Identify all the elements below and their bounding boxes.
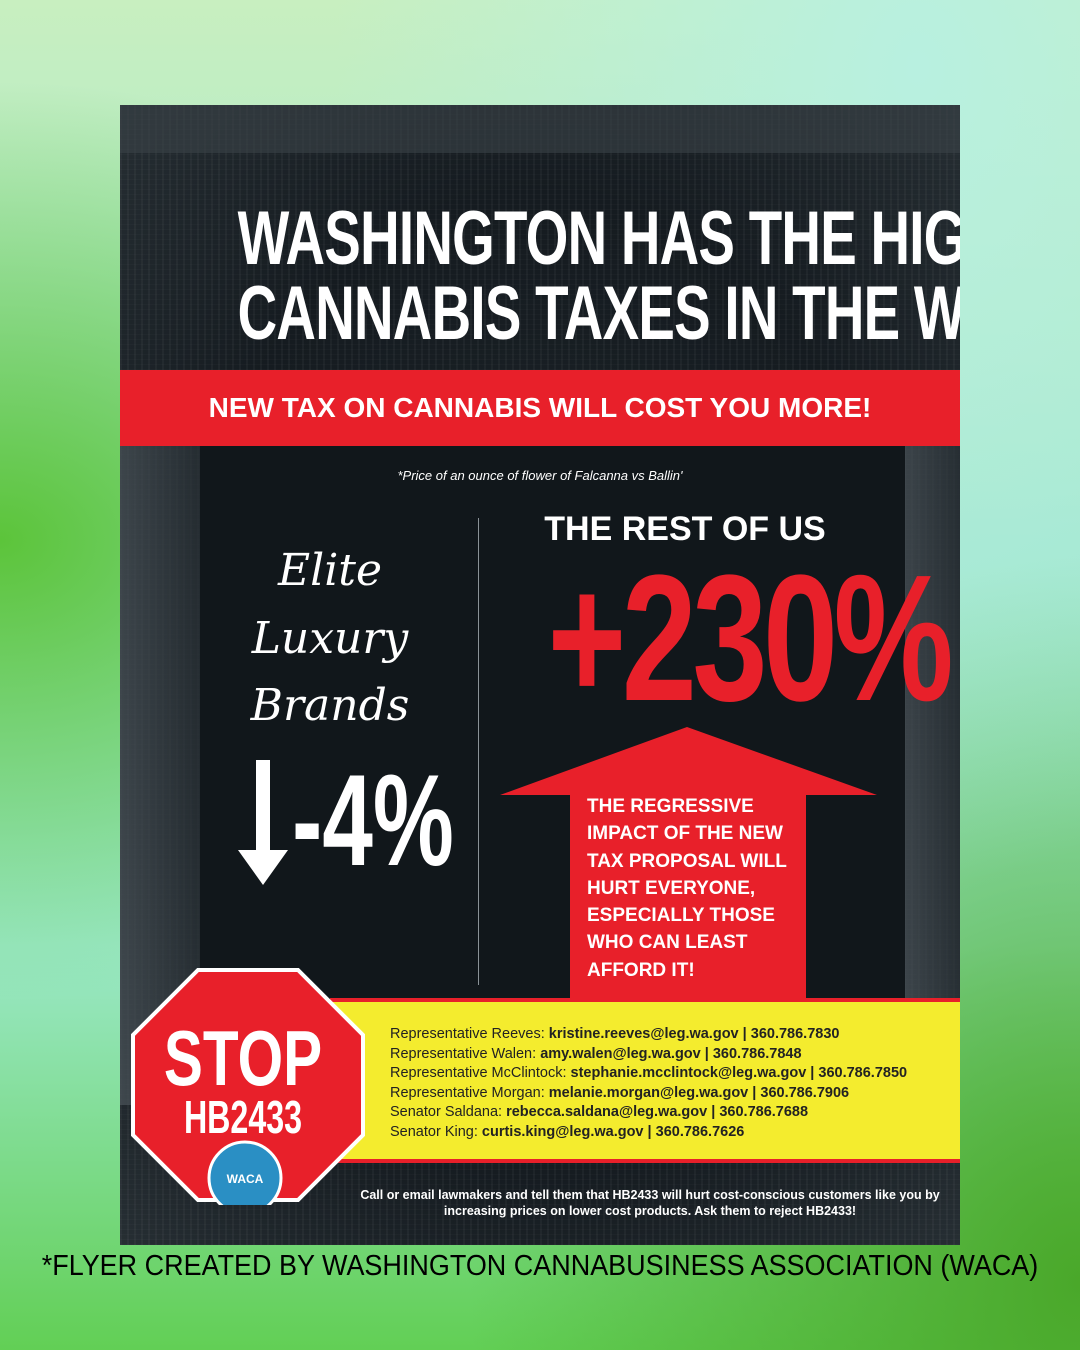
separator: | [647, 1123, 652, 1140]
contact-row: Representative Morgan: melanie.morgan@le… [390, 1084, 907, 1104]
stop-sign: STOP HB2433 WACA [131, 968, 365, 1205]
contact-row: Senator King: curtis.king@leg.wa.gov | 3… [390, 1123, 907, 1143]
contact-email[interactable]: rebecca.saldana@leg.wa.gov [506, 1104, 708, 1121]
contact-row: Representative Walen: amy.walen@leg.wa.g… [390, 1045, 907, 1065]
luxury-change: -4% [292, 747, 454, 893]
contact-title: Senator King: [390, 1123, 478, 1140]
contacts-list: Representative Reeves: kristine.reeves@l… [390, 1025, 907, 1143]
separator: | [810, 1065, 815, 1082]
contact-title: Representative Morgan: [390, 1084, 545, 1101]
banner-text: NEW TAX ON CANNABIS WILL COST YOU MORE! [208, 392, 872, 423]
contact-title: Representative McClintock: [390, 1065, 567, 1082]
price-caption: *Price of an ounce of flower of Falcanna… [397, 468, 683, 483]
rest-of-us-heading: THE REST OF US [544, 510, 826, 548]
elite-text: Elite [278, 545, 382, 596]
contact-email[interactable]: melanie.morgan@leg.wa.gov [548, 1084, 749, 1101]
arrow-text: THE REGRESSIVE IMPACT OF THE NEW TAX PRO… [587, 796, 787, 981]
separator: | [742, 1026, 747, 1042]
brands-text: Brands [250, 680, 410, 731]
contact-title: Senator Saldana: [390, 1104, 503, 1121]
waca-logo [207, 1140, 283, 1205]
contact-email[interactable]: stephanie.mcclintock@leg.wa.gov [570, 1065, 807, 1082]
contact-email[interactable]: amy.walen@leg.wa.gov [540, 1045, 701, 1062]
contact-row: Representative McClintock: stephanie.mcc… [390, 1064, 907, 1084]
headline-line-1: WASHINGTON HAS THE HIGHEST [237, 196, 960, 281]
stop-text: STOP [164, 1015, 322, 1102]
contact-title: Representative Reeves: [390, 1026, 545, 1042]
banner: NEW TAX ON CANNABIS WILL COST YOU MORE! [120, 370, 960, 446]
contact-email[interactable]: curtis.king@leg.wa.gov [481, 1123, 644, 1140]
contact-phone: 360.786.7688 [719, 1104, 809, 1121]
contact-title: Representative Walen: [390, 1045, 537, 1062]
contact-email[interactable]: kristine.reeves@leg.wa.gov [548, 1026, 739, 1042]
separator: | [752, 1084, 757, 1101]
up-arrow-icon [500, 727, 877, 1002]
waca-logo-text: WACA [227, 1172, 264, 1186]
headline-line-2: CANNABIS TAXES IN THE WORLD. [237, 271, 960, 356]
separator: | [711, 1104, 716, 1121]
separator: | [704, 1045, 709, 1062]
flyer: WASHINGTON HAS THE HIGHEST CANNABIS TAXE… [120, 105, 960, 1245]
footer-credit: *FLYER CREATED BY WASHINGTON CANNABUSINE… [41, 1250, 1039, 1282]
rest-change: +230% [547, 538, 954, 739]
contact-row: Representative Reeves: kristine.reeves@l… [390, 1025, 907, 1045]
down-arrow-icon [238, 760, 288, 885]
call-to-action: Call or email lawmakers and tell them th… [360, 1188, 940, 1218]
right-texture-panel [905, 445, 960, 1105]
luxury-text: Luxury [251, 613, 409, 664]
contact-phone: 360.786.7850 [818, 1065, 908, 1082]
bill-text: HB2433 [184, 1092, 302, 1143]
top-texture-band [120, 105, 960, 153]
divider [478, 518, 479, 985]
contact-row: Senator Saldana: rebecca.saldana@leg.wa.… [390, 1103, 907, 1123]
contact-phone: 360.786.7626 [655, 1123, 745, 1140]
contact-phone: 360.786.7830 [750, 1026, 840, 1042]
contacts-band [330, 998, 960, 1163]
contact-phone: 360.786.7848 [712, 1045, 802, 1062]
contact-phone: 360.786.7906 [760, 1084, 850, 1101]
